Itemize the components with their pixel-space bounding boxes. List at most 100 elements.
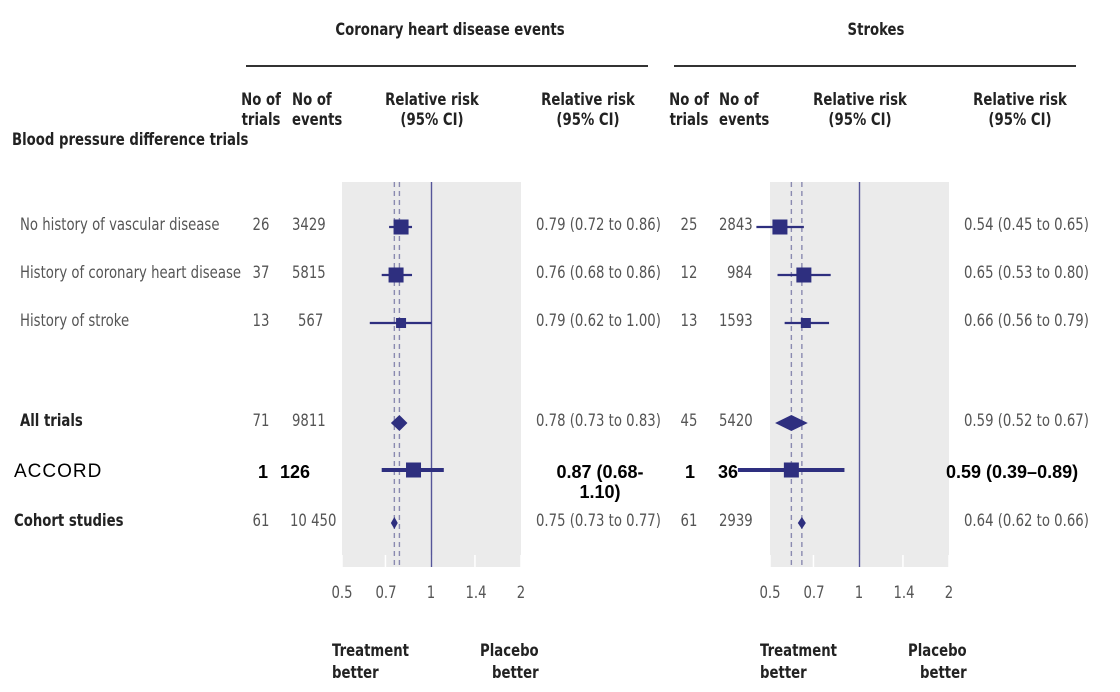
- chd-ci-0: 0.79 (0.72 to 0.86): [536, 215, 661, 235]
- row-label-accord: ACCORD: [14, 461, 103, 482]
- stroke-treatment-better: Treatment better: [760, 640, 837, 684]
- stroke-trials-2: 13: [680, 311, 698, 331]
- row-label-stroke-history: History of stroke: [20, 311, 130, 331]
- stroke-tick-1: 0.7: [803, 583, 825, 603]
- chd-rr-text-header: Relative risk (95% CI): [541, 90, 635, 130]
- stroke-ci-2: 0.66 (0.56 to 0.79): [964, 311, 1089, 331]
- chd-section-rule: [246, 65, 648, 67]
- chd-square-marker-0: [393, 219, 409, 235]
- chd-events-1: 5815: [292, 263, 326, 283]
- stroke-events-1: 984: [727, 263, 753, 283]
- stroke-square-marker-2: [800, 318, 811, 328]
- chd-rr-plot-header-line1: Relative risk: [385, 90, 479, 110]
- chd-tick-4: 2: [516, 583, 526, 603]
- stroke-tick-0: 0.5: [759, 583, 781, 603]
- stroke-events-5: 2939: [719, 511, 753, 531]
- chd-placebo-better-line2: better: [491, 663, 539, 683]
- row-label-no-history: No history of vascular disease: [20, 215, 220, 235]
- stroke-diamond-marker-3: [775, 415, 808, 431]
- chd-treatment-better-line2: better: [332, 663, 379, 683]
- stroke-trials-0: 25: [680, 215, 698, 235]
- chd-trials-5: 61: [252, 511, 270, 531]
- chd-ci-5: 0.75 (0.73 to 0.77): [536, 511, 661, 531]
- chd-trials-header-line1: No of: [241, 90, 281, 110]
- stroke-section-title: Strokes: [847, 20, 905, 40]
- chd-ci-3: 0.78 (0.73 to 0.83): [536, 411, 661, 431]
- chd-forest-plot: [341, 182, 522, 567]
- chd-trials-1: 37: [252, 263, 270, 283]
- chd-events-header-line2: events: [292, 110, 343, 130]
- stroke-ci-1: 0.65 (0.53 to 0.80): [964, 263, 1089, 283]
- chd-placebo-better: Placebo better: [480, 640, 539, 684]
- stroke-events-0: 2843: [719, 215, 753, 235]
- chd-section-title: Coronary heart disease events: [335, 20, 565, 40]
- stroke-rr-text-header: Relative risk (95% CI): [973, 90, 1067, 130]
- chd-trials-3: 71: [252, 411, 270, 431]
- chd-trials-2: 13: [252, 311, 270, 331]
- stroke-trials-header: No of trials: [669, 90, 709, 130]
- stroke-events-header-line2: events: [719, 110, 770, 130]
- stroke-square-marker-1: [796, 267, 812, 283]
- stroke-tick-4: 2: [944, 583, 954, 603]
- stroke-section-rule: [674, 65, 1076, 67]
- chd-trials-4: 1: [258, 462, 269, 482]
- chd-ci-2: 0.79 (0.62 to 1.00): [536, 311, 661, 331]
- stroke-trials-header-line1: No of: [669, 90, 709, 110]
- chd-events-0: 3429: [292, 215, 326, 235]
- stroke-ci-5: 0.64 (0.62 to 0.66): [964, 511, 1089, 531]
- chd-trials-0: 26: [252, 215, 270, 235]
- stroke-events-header-line1: No of: [719, 90, 759, 110]
- stroke-trials-header-line2: trials: [669, 110, 709, 130]
- chd-square-marker-1: [388, 267, 404, 283]
- stroke-trials-3: 45: [680, 411, 698, 431]
- stroke-events-4: 36: [718, 462, 739, 482]
- stroke-rr-plot-header-line1: Relative risk: [813, 90, 907, 110]
- stroke-tick-3: 1.4: [893, 583, 915, 603]
- stroke-ci-3: 0.59 (0.52 to 0.67): [964, 411, 1089, 431]
- stroke-rr-plot-header: Relative risk (95% CI): [813, 90, 907, 130]
- chd-diamond-marker-5: [390, 517, 398, 529]
- row-label-all-trials: All trials: [20, 411, 83, 431]
- chd-events-5: 10 450: [290, 511, 337, 531]
- stroke-events-2: 1593: [719, 311, 753, 331]
- stroke-square-marker-4: [783, 462, 799, 478]
- chd-tick-3: 1.4: [465, 583, 487, 603]
- row-label-cohort: Cohort studies: [14, 511, 124, 531]
- chd-events-2: 567: [298, 311, 324, 331]
- stroke-events-3: 5420: [719, 411, 753, 431]
- chd-rr-text-header-line1: Relative risk: [541, 90, 635, 110]
- chd-square-marker-2: [396, 318, 407, 328]
- chd-placebo-better-line1: Placebo: [480, 641, 539, 661]
- row-header: Blood pressure difference trials: [12, 130, 249, 150]
- stroke-rr-text-header-line1: Relative risk: [973, 90, 1067, 110]
- stroke-treatment-better-line2: better: [760, 663, 807, 683]
- chd-square-marker-4: [406, 462, 422, 478]
- chd-events-4: 126: [280, 462, 311, 482]
- chd-tick-2: 1: [426, 583, 436, 603]
- chd-events-header-line1: No of: [292, 90, 332, 110]
- chd-ci-4: 0.87 (0.68-1.10): [556, 462, 644, 502]
- stroke-placebo-better: Placebo better: [908, 640, 967, 684]
- stroke-trials-5: 61: [680, 511, 698, 531]
- stroke-placebo-better-line2: better: [919, 663, 967, 683]
- stroke-square-marker-0: [772, 219, 788, 235]
- chd-rr-plot-header-line2: (95% CI): [400, 110, 464, 130]
- stroke-rr-plot-header-line2: (95% CI): [828, 110, 892, 130]
- stroke-treatment-better-line1: Treatment: [760, 641, 838, 661]
- stroke-tick-2: 1: [854, 583, 864, 603]
- chd-trials-header-line2: trials: [241, 110, 281, 130]
- chd-treatment-better: Treatment better: [332, 640, 409, 684]
- chd-rr-text-header-line2: (95% CI): [556, 110, 620, 130]
- chd-tick-0: 0.5: [331, 583, 353, 603]
- chd-diamond-marker-3: [390, 415, 408, 431]
- stroke-ci-0: 0.54 (0.45 to 0.65): [964, 215, 1089, 235]
- row-label-chd-history: History of coronary heart disease: [20, 263, 242, 283]
- chd-events-3: 9811: [292, 411, 326, 431]
- stroke-trials-1: 12: [680, 263, 698, 283]
- stroke-trials-4: 1: [685, 462, 696, 482]
- chd-treatment-better-line1: Treatment: [332, 641, 410, 661]
- chd-tick-1: 0.7: [375, 583, 397, 603]
- chd-events-header: No of events: [292, 90, 342, 130]
- stroke-placebo-better-line1: Placebo: [908, 641, 967, 661]
